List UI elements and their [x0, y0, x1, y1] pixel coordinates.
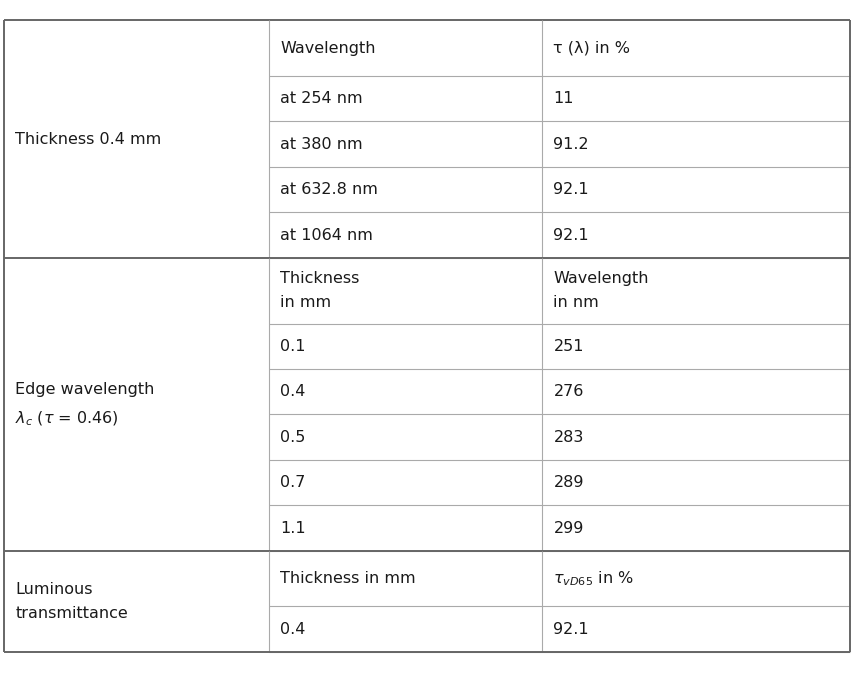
- Text: 299: 299: [553, 521, 583, 536]
- Text: at 1064 nm: at 1064 nm: [280, 227, 373, 242]
- Text: Wavelength: Wavelength: [553, 272, 648, 287]
- Text: at 254 nm: at 254 nm: [280, 91, 363, 106]
- Text: in nm: in nm: [553, 295, 599, 310]
- Text: 92.1: 92.1: [553, 227, 589, 242]
- Text: 0.1: 0.1: [280, 339, 305, 354]
- Text: 0.5: 0.5: [280, 430, 305, 445]
- Text: Edge wavelength: Edge wavelength: [15, 382, 154, 397]
- Text: at 632.8 nm: at 632.8 nm: [280, 182, 378, 197]
- Text: 283: 283: [553, 430, 583, 445]
- Text: at 380 nm: at 380 nm: [280, 136, 363, 151]
- Text: 91.2: 91.2: [553, 136, 589, 151]
- Text: 11: 11: [553, 91, 573, 106]
- Text: 289: 289: [553, 475, 583, 490]
- Text: Thickness: Thickness: [280, 272, 359, 287]
- Text: 0.7: 0.7: [280, 475, 305, 490]
- Text: Thickness in mm: Thickness in mm: [280, 571, 415, 586]
- Text: 0.4: 0.4: [280, 384, 305, 399]
- Text: τ (λ) in %: τ (λ) in %: [553, 41, 630, 56]
- Text: Thickness 0.4 mm: Thickness 0.4 mm: [15, 132, 161, 147]
- Text: 0.4: 0.4: [280, 622, 305, 637]
- Text: $\tau_{vD65}$ in %: $\tau_{vD65}$ in %: [553, 569, 634, 588]
- Text: 1.1: 1.1: [280, 521, 305, 536]
- Text: transmittance: transmittance: [15, 606, 128, 621]
- Text: Wavelength: Wavelength: [280, 41, 375, 56]
- Text: Luminous: Luminous: [15, 582, 93, 597]
- Text: $\lambda_c$ ($\tau$ = 0.46): $\lambda_c$ ($\tau$ = 0.46): [15, 410, 119, 428]
- Text: 251: 251: [553, 339, 583, 354]
- Text: 276: 276: [553, 384, 583, 399]
- Text: 92.1: 92.1: [553, 622, 589, 637]
- Text: 92.1: 92.1: [553, 182, 589, 197]
- Text: in mm: in mm: [280, 295, 331, 310]
